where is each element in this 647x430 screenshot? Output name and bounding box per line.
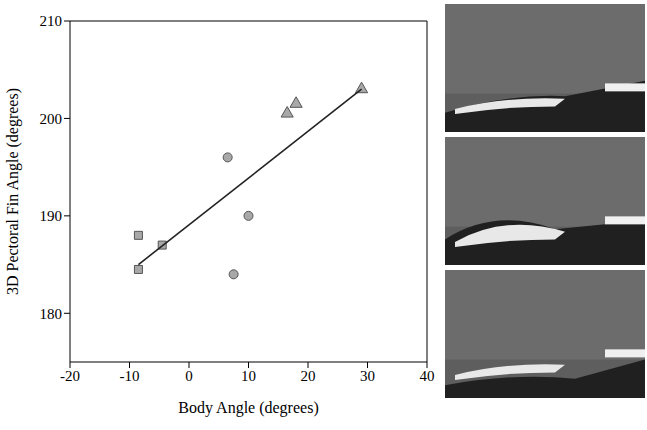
svg-text:200: 200: [40, 111, 63, 127]
svg-text:0: 0: [185, 368, 193, 384]
svg-text:-20: -20: [60, 368, 80, 384]
svg-text:190: 190: [40, 208, 63, 224]
svg-text:Body Angle (degrees): Body Angle (degrees): [178, 399, 318, 417]
svg-text:10: 10: [241, 368, 256, 384]
svg-text:-10: -10: [120, 368, 140, 384]
svg-text:30: 30: [360, 368, 375, 384]
svg-text:210: 210: [40, 13, 63, 29]
svg-text:180: 180: [40, 306, 63, 322]
svg-text:40: 40: [420, 368, 435, 384]
svg-text:20: 20: [301, 368, 316, 384]
svg-text:3D Pectoral Fin Angle (degrees: 3D Pectoral Fin Angle (degrees): [4, 88, 22, 295]
